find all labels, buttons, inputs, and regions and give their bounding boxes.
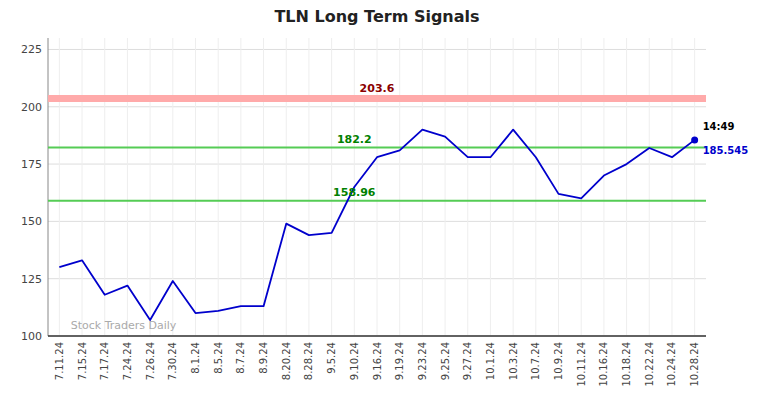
x-tick-label: 10.22.24	[644, 342, 655, 387]
grid-line-x	[399, 38, 400, 336]
x-tick-label: 10.18.24	[621, 342, 632, 387]
grid-line-x	[513, 38, 514, 336]
signal-label: 158.96	[333, 186, 376, 199]
grid-line-x	[240, 38, 241, 336]
x-tick-label: 10.28.24	[689, 342, 700, 387]
grid	[48, 38, 706, 336]
x-tick-label: 9.19.24	[394, 342, 405, 380]
title: TLN Long Term Signals	[274, 7, 479, 26]
grid-line-x	[422, 38, 423, 336]
x-tick-label: 7.17.24	[99, 342, 110, 380]
x-tick-label: 7.30.24	[167, 342, 178, 380]
grid-line-x	[150, 38, 151, 336]
grid-line-x	[127, 38, 128, 336]
signal-line	[48, 200, 706, 202]
x-tick-label: 8.1.24	[190, 342, 201, 374]
x-axis-line	[48, 335, 706, 337]
x-tick-label: 10.7.24	[530, 342, 541, 380]
signal-label: 182.2	[337, 133, 372, 146]
x-tick-label: 7.11.24	[54, 342, 65, 380]
grid-line-x	[263, 38, 264, 336]
grid-line-x	[626, 38, 627, 336]
watermark: Stock Traders Daily	[71, 319, 177, 332]
grid-line-x	[195, 38, 196, 336]
grid-line-x	[671, 38, 672, 336]
signal-label: 203.6	[360, 82, 395, 95]
y-tick-label: 100	[21, 330, 42, 343]
x-tick-label: 10.1.24	[485, 342, 496, 380]
grid-line-x	[558, 38, 559, 336]
x-tick-label: 9.10.24	[349, 342, 360, 380]
grid-line-y	[48, 336, 706, 337]
signal-line	[48, 95, 706, 102]
grid-line-x	[603, 38, 604, 336]
x-tick-label: 10.3.24	[508, 342, 519, 380]
x-tick-label: 9.23.24	[417, 342, 428, 380]
x-tick-label: 7.26.24	[145, 342, 156, 380]
grid-line-x	[218, 38, 219, 336]
grid-line-x	[694, 38, 695, 336]
y-tick-label: 200	[21, 101, 42, 114]
y-tick-label: 225	[21, 43, 42, 56]
x-tick-label: 7.24.24	[122, 342, 133, 380]
grid-line-x	[331, 38, 332, 336]
chart: TLN Long Term Signals 100 125 150 175 200 225 7…	[0, 0, 784, 398]
grid-line-x	[172, 38, 173, 336]
x-tick-label: 8.20.24	[281, 342, 292, 380]
grid-line-x	[445, 38, 446, 336]
x-tick-label: 7.15.24	[77, 342, 88, 380]
price-line	[59, 130, 694, 320]
last-point	[691, 136, 698, 143]
x-tick-label: 10.16.24	[598, 342, 609, 387]
grid-line-x	[581, 38, 582, 336]
grid-line-x	[59, 38, 60, 336]
x-tick-label: 10.9.24	[553, 342, 564, 380]
grid-line-x	[535, 38, 536, 336]
x-tick-label: 8.7.24	[235, 342, 246, 374]
y-axis-line	[48, 38, 49, 336]
last-point-label: 185.545	[703, 145, 749, 156]
last-point-label: 14:49	[703, 121, 735, 132]
grid-line-x	[649, 38, 650, 336]
grid-line-x	[286, 38, 287, 336]
grid-line-x	[490, 38, 491, 336]
x-tick-label: 9.25.24	[440, 342, 451, 380]
y-tick-label: 125	[21, 273, 42, 286]
x-tick-label: 8.9.24	[258, 342, 269, 374]
grid-line-x	[82, 38, 83, 336]
grid-line-x	[308, 38, 309, 336]
x-tick-label: 9.5.24	[326, 342, 337, 374]
signal-line	[48, 147, 706, 149]
y-tick-label: 150	[21, 215, 42, 228]
x-tick-label: 8.5.24	[213, 342, 224, 374]
x-tick-label: 10.24.24	[666, 342, 677, 387]
x-tick-label: 9.16.24	[372, 342, 383, 380]
x-tick-label: 8.28.24	[303, 342, 314, 380]
plot-area	[48, 99, 706, 320]
grid-line-x	[104, 38, 105, 336]
y-tick-label: 175	[21, 158, 42, 171]
x-tick-label: 9.27.24	[462, 342, 473, 380]
grid-line-x	[467, 38, 468, 336]
x-tick-label: 10.11.24	[576, 342, 587, 387]
